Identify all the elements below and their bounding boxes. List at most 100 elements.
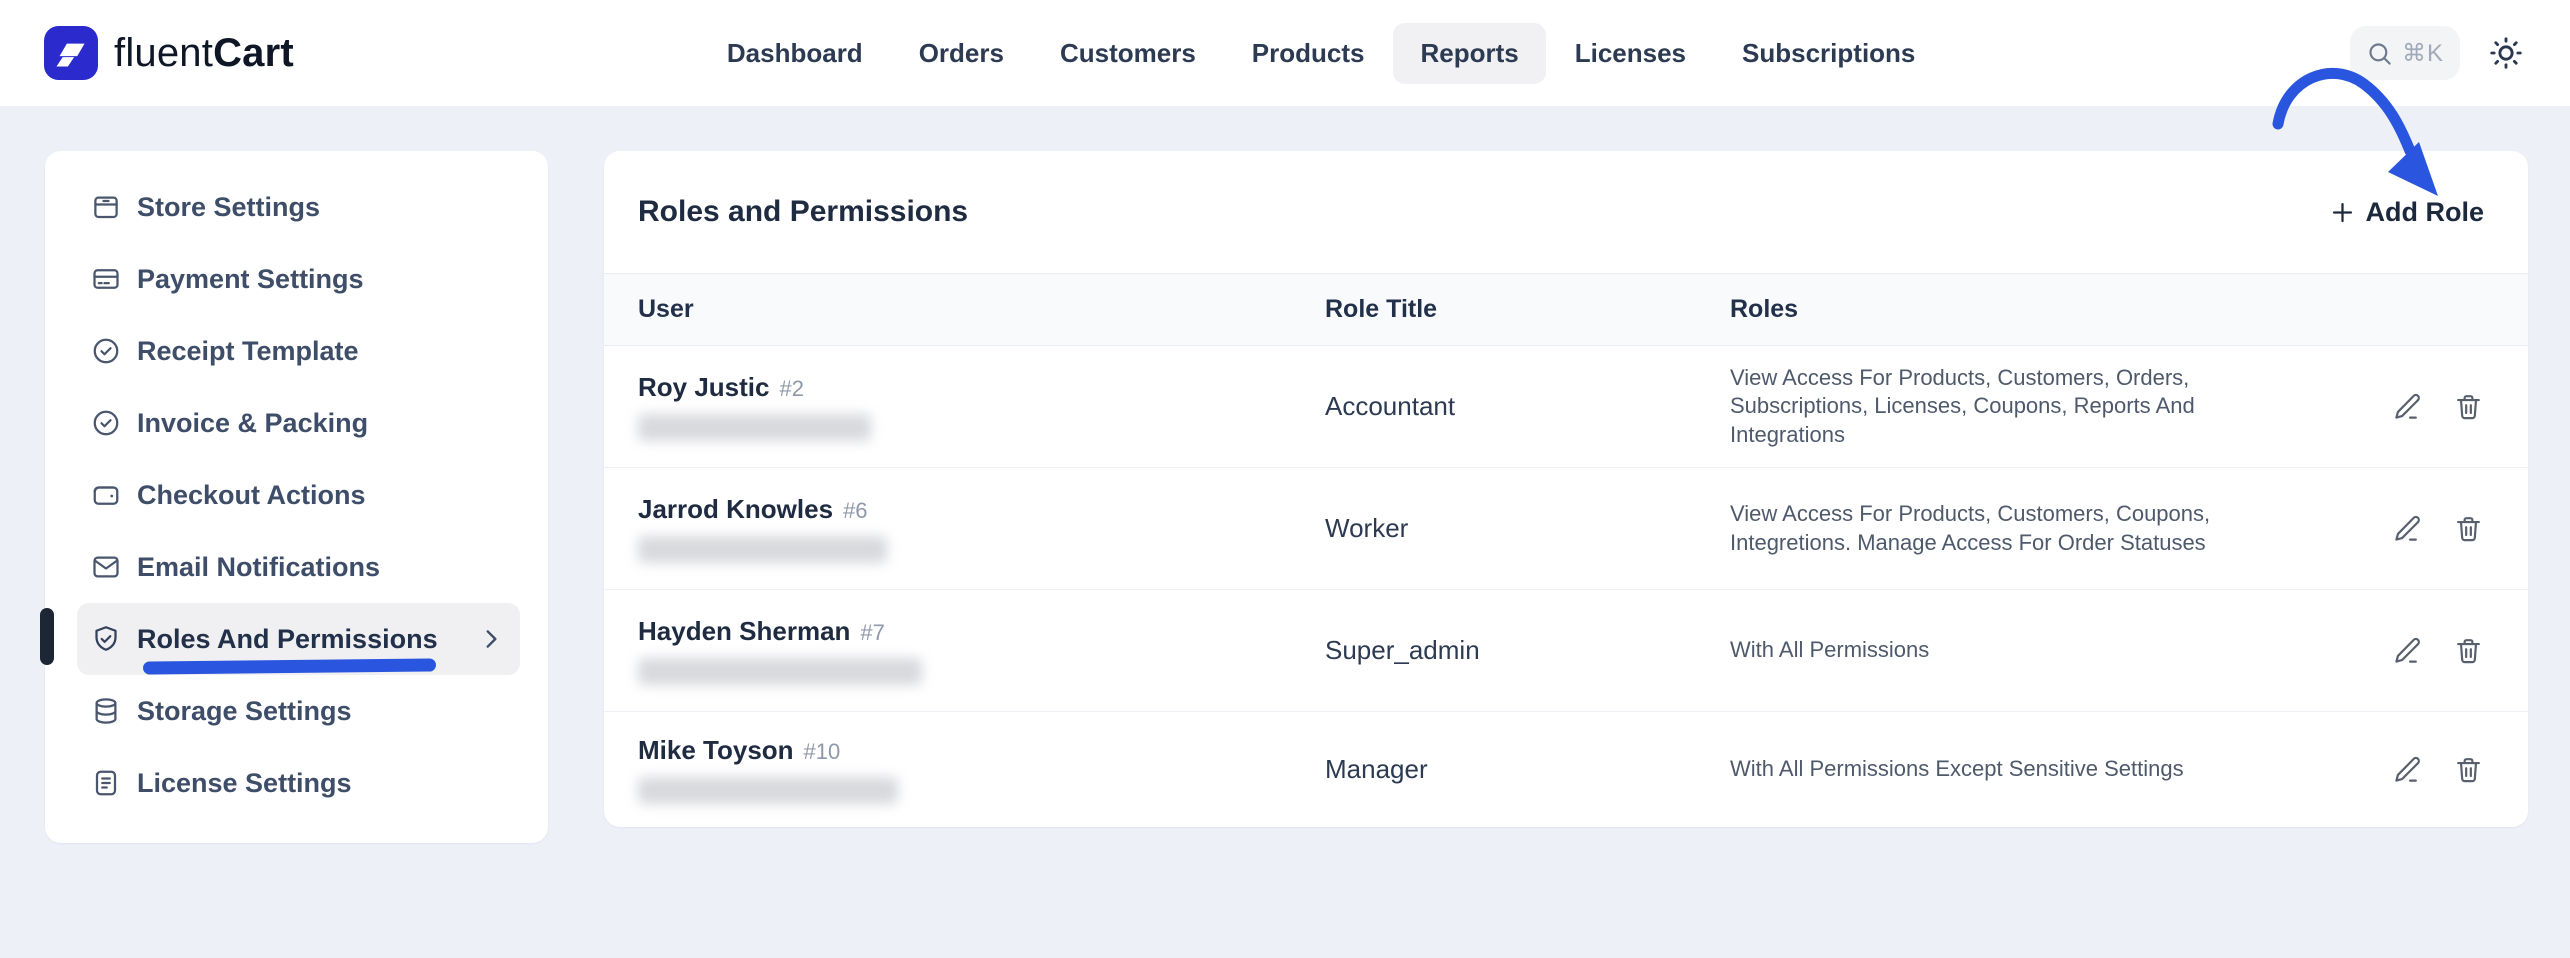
user-cell: Roy Justic #2: [638, 354, 1325, 459]
settings-page: Store Settings Payment Settings Receipt …: [0, 106, 2570, 843]
sidebar-item-store-settings[interactable]: Store Settings: [77, 171, 520, 243]
roles-description: View Access For Products, Customers, Cou…: [1730, 501, 2211, 555]
circle-check-icon: [91, 408, 121, 438]
sidebar-item-invoice-packing[interactable]: Invoice & Packing: [77, 387, 520, 459]
table-row: Mike Toyson #10 Manager With All Permiss…: [604, 712, 2528, 826]
column-header-user: User: [638, 295, 694, 323]
row-actions: [2364, 754, 2484, 785]
user-id: #2: [779, 376, 804, 401]
trash-icon: [2453, 754, 2484, 785]
user-cell: Mike Toyson #10: [638, 717, 1325, 822]
edit-role-button[interactable]: [2392, 635, 2423, 666]
trash-icon: [2453, 635, 2484, 666]
plus-icon: [2329, 199, 2356, 226]
roles-description: With All Permissions: [1730, 637, 1930, 663]
trash-icon: [2453, 391, 2484, 422]
nav-item-subscriptions[interactable]: Subscriptions: [1742, 37, 1916, 68]
roles-permissions-card: Roles and Permissions Add Role User Role…: [604, 151, 2528, 827]
shield-check-icon: [91, 624, 121, 654]
nav-item-products[interactable]: Products: [1251, 37, 1365, 68]
nav-item-orders[interactable]: Orders: [918, 37, 1004, 68]
file-lines-icon: [91, 768, 121, 798]
table-header-row: User Role Title Roles: [604, 273, 2528, 346]
sidebar-item-label: Email Notifications: [137, 551, 381, 582]
app-header: fluentCart Dashboard Orders Customers Pr…: [0, 0, 2570, 106]
pencil-icon: [2392, 391, 2423, 422]
redacted-email: [638, 658, 922, 685]
search-icon: [2366, 40, 2393, 67]
add-role-label: Add Role: [2365, 196, 2485, 227]
sidebar-item-checkout-actions[interactable]: Checkout Actions: [77, 459, 520, 531]
brand-name: fluentCart: [114, 31, 294, 76]
delete-role-button[interactable]: [2453, 635, 2484, 666]
database-icon: [91, 696, 121, 726]
redacted-email: [638, 414, 871, 441]
page-title: Roles and Permissions: [638, 195, 969, 228]
sidebar-item-license-settings[interactable]: License Settings: [77, 747, 520, 819]
header-actions: ⌘K: [2350, 26, 2526, 80]
chevron-right-icon: [478, 626, 504, 652]
delete-role-button[interactable]: [2453, 513, 2484, 544]
pencil-icon: [2392, 635, 2423, 666]
delete-role-button[interactable]: [2453, 391, 2484, 422]
brand-name-light: fluent: [114, 30, 214, 75]
table-row: Hayden Sherman #7 Super_admin With All P…: [604, 590, 2528, 712]
delete-role-button[interactable]: [2453, 754, 2484, 785]
roles-description: With All Permissions Except Sensitive Se…: [1730, 755, 2184, 781]
sidebar-item-label: Roles And Permissions: [137, 623, 438, 654]
sidebar-item-label: Invoice & Packing: [137, 407, 369, 438]
user-cell: Jarrod Knowles #6: [638, 476, 1325, 581]
user-name: Mike Toyson: [638, 734, 794, 765]
credit-card-icon: [91, 264, 121, 294]
sidebar-item-label: Payment Settings: [137, 263, 364, 294]
role-title: Super_admin: [1325, 635, 1480, 665]
edit-role-button[interactable]: [2392, 391, 2423, 422]
sidebar-item-receipt-template[interactable]: Receipt Template: [77, 315, 520, 387]
wallet-icon: [91, 480, 121, 510]
redacted-email: [638, 536, 887, 563]
sun-icon: [2488, 35, 2524, 71]
theme-toggle-button[interactable]: [2486, 33, 2526, 73]
roles-description: View Access For Products, Customers, Ord…: [1730, 365, 2195, 447]
blue-underline-annotation: [142, 658, 437, 675]
row-actions: [2364, 635, 2484, 666]
user-cell: Hayden Sherman #7: [638, 598, 1325, 703]
mail-icon: [91, 552, 121, 582]
nav-item-dashboard[interactable]: Dashboard: [726, 37, 863, 68]
row-actions: [2364, 513, 2484, 544]
sidebar-item-roles-and-permissions[interactable]: Roles And Permissions: [77, 603, 520, 675]
pencil-icon: [2392, 754, 2423, 785]
edit-role-button[interactable]: [2392, 754, 2423, 785]
sidebar-item-label: Receipt Template: [137, 335, 359, 366]
circle-check-icon: [91, 336, 121, 366]
brand-logo: fluentCart: [44, 26, 294, 80]
search-shortcut: ⌘K: [2401, 39, 2444, 67]
user-name: Jarrod Knowles: [638, 494, 834, 524]
add-role-button[interactable]: Add Role: [2329, 196, 2485, 228]
column-header-roles: Roles: [1730, 295, 1799, 323]
role-title: Manager: [1325, 753, 1428, 784]
settings-sidebar: Store Settings Payment Settings Receipt …: [45, 151, 548, 843]
trash-icon: [2453, 513, 2484, 544]
redacted-email: [638, 776, 898, 804]
sidebar-item-label: Storage Settings: [137, 695, 352, 726]
main-nav: Dashboard Orders Customers Products Repo…: [700, 22, 1943, 84]
table-row: Roy Justic #2 Accountant View Access For…: [604, 346, 2528, 468]
sidebar-item-email-notifications[interactable]: Email Notifications: [77, 531, 520, 603]
active-sidebar-marker: [40, 608, 54, 665]
brand-name-bold: Cart: [213, 30, 294, 75]
user-id: #7: [860, 620, 885, 645]
sidebar-item-payment-settings[interactable]: Payment Settings: [77, 243, 520, 315]
edit-role-button[interactable]: [2392, 513, 2423, 544]
nav-item-licenses[interactable]: Licenses: [1574, 37, 1687, 68]
search-button[interactable]: ⌘K: [2350, 26, 2460, 80]
user-id: #10: [803, 738, 841, 764]
sidebar-item-storage-settings[interactable]: Storage Settings: [77, 675, 520, 747]
column-header-role-title: Role Title: [1325, 295, 1438, 323]
sidebar-item-label: License Settings: [137, 767, 352, 798]
nav-item-customers[interactable]: Customers: [1059, 37, 1196, 68]
role-title: Worker: [1325, 513, 1409, 543]
nav-item-reports[interactable]: Reports: [1393, 22, 1546, 84]
role-title: Accountant: [1325, 391, 1456, 421]
user-name: Hayden Sherman: [638, 616, 851, 646]
